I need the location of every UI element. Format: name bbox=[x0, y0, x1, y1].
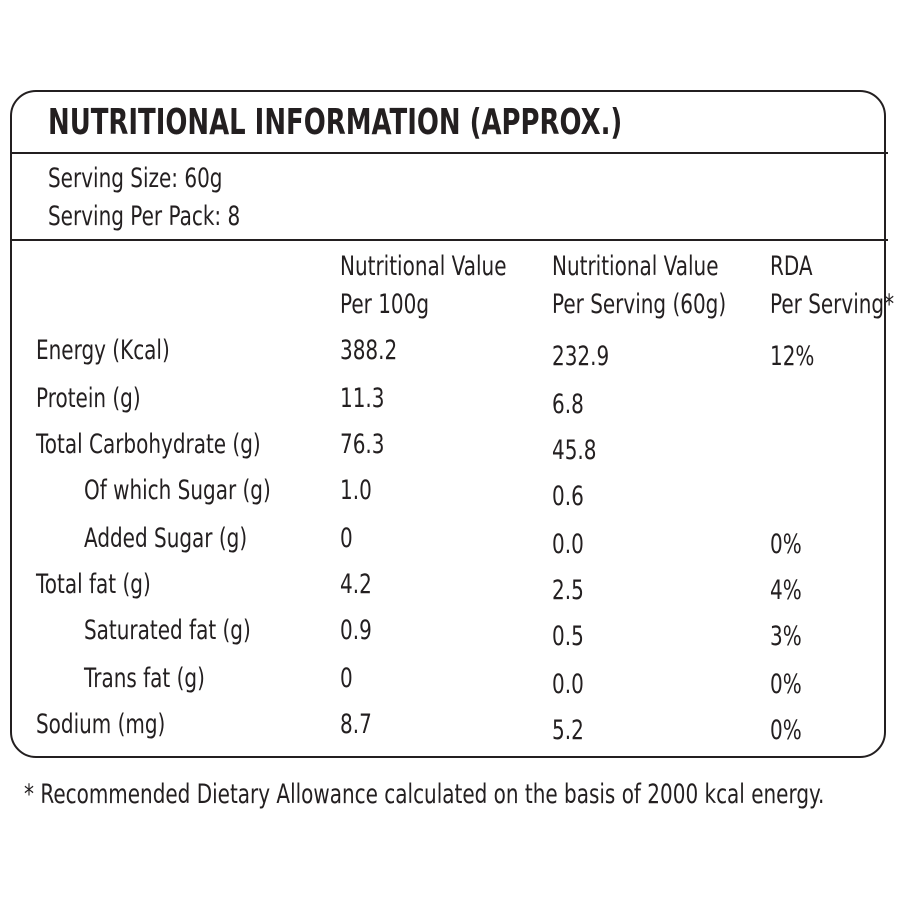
column-header: Nutritional Value bbox=[552, 251, 719, 282]
column-header: Nutritional Value bbox=[340, 251, 507, 282]
servings-per-pack: Serving Per Pack: 8 bbox=[48, 201, 241, 232]
cell-value: 4% bbox=[770, 575, 802, 606]
cell-value: 2.5 bbox=[552, 575, 584, 606]
column-header: Per 100g bbox=[340, 289, 430, 320]
cell-value: 0.0 bbox=[552, 669, 584, 700]
cell-value: 3% bbox=[770, 621, 802, 652]
cell-value: 11.3 bbox=[340, 383, 385, 414]
row-label: Energy (Kcal) bbox=[36, 335, 170, 366]
cell-value: 0.5 bbox=[552, 621, 584, 652]
divider bbox=[10, 239, 888, 241]
cell-value: 0 bbox=[340, 523, 353, 554]
cell-value: 5.2 bbox=[552, 715, 584, 746]
row-label: Saturated fat (g) bbox=[84, 615, 251, 646]
title: NUTRITIONAL INFORMATION (APPROX.) bbox=[48, 102, 623, 143]
cell-value: 45.8 bbox=[552, 435, 597, 466]
row-label: Of which Sugar (g) bbox=[84, 475, 271, 506]
column-header: Per Serving* bbox=[770, 289, 895, 320]
serving-size: Serving Size: 60g bbox=[48, 163, 223, 194]
column-header: RDA bbox=[770, 251, 813, 282]
cell-value: 76.3 bbox=[340, 429, 385, 460]
cell-value: 12% bbox=[770, 341, 815, 372]
cell-value: 0% bbox=[770, 715, 802, 746]
cell-value: 0.0 bbox=[552, 529, 584, 560]
row-label: Total Carbohydrate (g) bbox=[36, 429, 261, 460]
cell-value: 6.8 bbox=[552, 389, 584, 420]
cell-value: 0% bbox=[770, 529, 802, 560]
cell-value: 232.9 bbox=[552, 341, 610, 372]
cell-value: 8.7 bbox=[340, 709, 372, 740]
footnote: * Recommended Dietary Allowance calculat… bbox=[24, 779, 825, 810]
cell-value: 388.2 bbox=[340, 335, 398, 366]
label-border bbox=[10, 90, 886, 758]
cell-value: 4.2 bbox=[340, 569, 372, 600]
row-label: Protein (g) bbox=[36, 383, 141, 414]
cell-value: 0.6 bbox=[552, 481, 584, 512]
cell-value: 0% bbox=[770, 669, 802, 700]
row-label: Total fat (g) bbox=[36, 569, 151, 600]
column-header: Per Serving (60g) bbox=[552, 289, 727, 320]
cell-value: 1.0 bbox=[340, 475, 372, 506]
row-label: Added Sugar (g) bbox=[84, 523, 248, 554]
row-label: Sodium (mg) bbox=[36, 709, 166, 740]
row-label: Trans fat (g) bbox=[84, 663, 205, 694]
divider bbox=[10, 152, 888, 154]
cell-value: 0 bbox=[340, 663, 353, 694]
cell-value: 0.9 bbox=[340, 615, 372, 646]
